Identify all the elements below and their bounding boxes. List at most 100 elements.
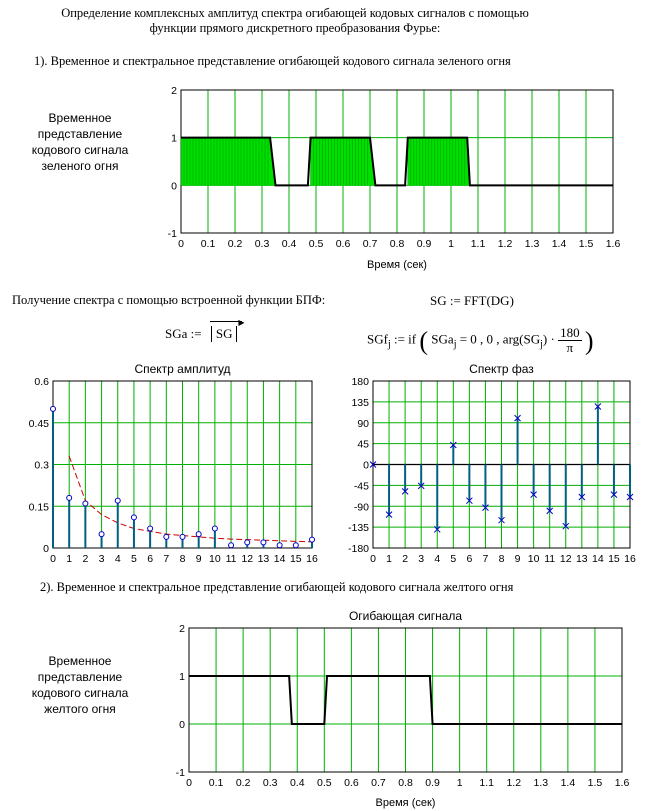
- y-tick-label: 0.45: [29, 418, 50, 430]
- x-tick-label: 6: [466, 553, 472, 565]
- x-tick-label: 1.2: [506, 777, 521, 789]
- phase-marker: [482, 504, 489, 511]
- amplitude-marker: [292, 542, 299, 549]
- section1-side-label: Временное представление кодового сигнала…: [20, 110, 140, 174]
- x-tick-label: 1.4: [552, 238, 567, 250]
- x-tick-label: 1.2: [498, 238, 513, 250]
- x-tick-label: 0.4: [282, 238, 297, 250]
- y-tick-label: 2: [179, 623, 185, 635]
- formula-sgf-lhs: SGf: [367, 331, 388, 347]
- x-tick-label: 11: [226, 553, 237, 565]
- amplitude-marker: [228, 542, 235, 549]
- x-tick-label: 0.3: [263, 777, 278, 789]
- x-tick-label: 1: [448, 238, 454, 250]
- x-tick-label: 0.7: [371, 777, 386, 789]
- phase-marker: [433, 526, 441, 533]
- y-tick-label: -1: [176, 767, 185, 779]
- formula-sgf-if: := if: [393, 331, 417, 347]
- phase-marker: [594, 403, 602, 410]
- formula-sga: SGa := ▶ SG: [165, 318, 244, 342]
- formula-sgf-sga: SGa: [431, 331, 454, 347]
- y-tick-label: 90: [357, 418, 369, 430]
- side-label-line: зеленого огня: [41, 159, 119, 173]
- section1-heading: 1). Временное и спектральное представлен…: [34, 54, 511, 68]
- x-tick-label: 8: [180, 553, 186, 565]
- amplitude-marker: [98, 531, 105, 538]
- amplitude-marker: [130, 514, 137, 521]
- y-tick-label: 135: [351, 397, 369, 409]
- x-tick-label: 16: [624, 553, 636, 565]
- phase-marker: [530, 491, 537, 499]
- fraction: 180 π: [558, 326, 582, 355]
- amplitude-marker: [66, 494, 73, 501]
- x-tick-label: 15: [290, 553, 302, 565]
- phase-marker: [401, 488, 409, 495]
- x-tick-label: 0.9: [425, 777, 440, 789]
- amplitude-marker: [211, 525, 218, 532]
- x-tick-label: 7: [483, 553, 489, 565]
- amplitude-marker: [260, 539, 267, 546]
- x-tick-label: 1.1: [471, 238, 486, 250]
- x-tick-label: 16: [306, 553, 318, 565]
- phase-marker: [498, 516, 505, 524]
- x-tick-label: 15: [608, 553, 620, 565]
- x-tick-label: 0.4: [290, 777, 305, 789]
- phase-marker: [514, 414, 521, 422]
- phase-marker: [417, 482, 425, 490]
- x-tick-label: 0: [370, 553, 376, 565]
- x-tick-label: 0.1: [209, 777, 224, 789]
- x-tick-label: 0.5: [309, 238, 324, 250]
- y-tick-label: 0: [363, 460, 369, 472]
- amplitude-marker: [276, 542, 283, 549]
- x-tick-label: 0.3: [255, 238, 270, 250]
- side-label-line: кодового сигнала: [31, 143, 129, 157]
- x-tick-label: 0: [50, 553, 56, 565]
- x-tick-label: 0: [178, 238, 184, 250]
- x-tick-label: 0.6: [344, 777, 359, 789]
- pulse-fill: [407, 137, 470, 186]
- phase-marker: [385, 511, 393, 518]
- x-tick-label: 1.3: [534, 777, 549, 789]
- phase-marker: [466, 497, 473, 505]
- amplitude-marker: [50, 405, 56, 412]
- side-label-line: представление: [37, 670, 123, 684]
- x-tick-label: 2: [402, 553, 408, 565]
- signal-line: [181, 136, 613, 187]
- amplitude-marker: [179, 533, 186, 540]
- section2-heading: 2). Временное и спектральное представлен…: [40, 580, 514, 594]
- x-tick-label: 11: [544, 553, 555, 565]
- x-tick-label: 0: [186, 777, 192, 789]
- formula-sgf-sub3: j: [540, 339, 543, 351]
- phase-marker: [610, 491, 618, 499]
- side-label-line: Временное: [48, 654, 112, 668]
- amplitude-marker: [147, 525, 154, 532]
- phase-marker: [546, 507, 554, 515]
- x-tick-label: 4: [115, 553, 121, 565]
- x-tick-label: 0.1: [201, 238, 216, 250]
- x-tick-label: 3: [99, 553, 105, 565]
- amplitude-marker: [309, 536, 315, 543]
- section2-side-label: Временное представление кодового сигнала…: [20, 653, 140, 717]
- formula-sgf-sub2: j: [453, 339, 457, 351]
- y-tick-label: 2: [171, 85, 177, 97]
- x-tick-label: 0.6: [336, 238, 351, 250]
- y-tick-label: 45: [357, 439, 369, 451]
- x-tick-label: 1: [386, 553, 392, 565]
- x-tick-label: 13: [576, 553, 588, 565]
- x-tick-label: 8: [499, 553, 505, 565]
- amplitude-marker: [163, 533, 170, 540]
- x-tick-label: 0.9: [417, 238, 432, 250]
- x-tick-label: 0.8: [398, 777, 413, 789]
- formula-sgf-sg: SG: [523, 331, 541, 347]
- side-label-line: кодового сигнала: [31, 686, 129, 700]
- x-tick-label: 1: [457, 777, 463, 789]
- paren-left: (: [419, 326, 429, 356]
- pulse-fill: [181, 137, 276, 186]
- y-tick-label: 180: [351, 376, 369, 388]
- x-tick-label: 1.4: [561, 777, 576, 789]
- side-label-line: желтого огня: [44, 702, 116, 716]
- vector-arrow: [209, 321, 243, 322]
- chart-title: Спектр амплитуд: [134, 362, 230, 376]
- formula-sga-vector: ▶ SG: [209, 318, 244, 342]
- x-tick-label: 1: [66, 553, 72, 565]
